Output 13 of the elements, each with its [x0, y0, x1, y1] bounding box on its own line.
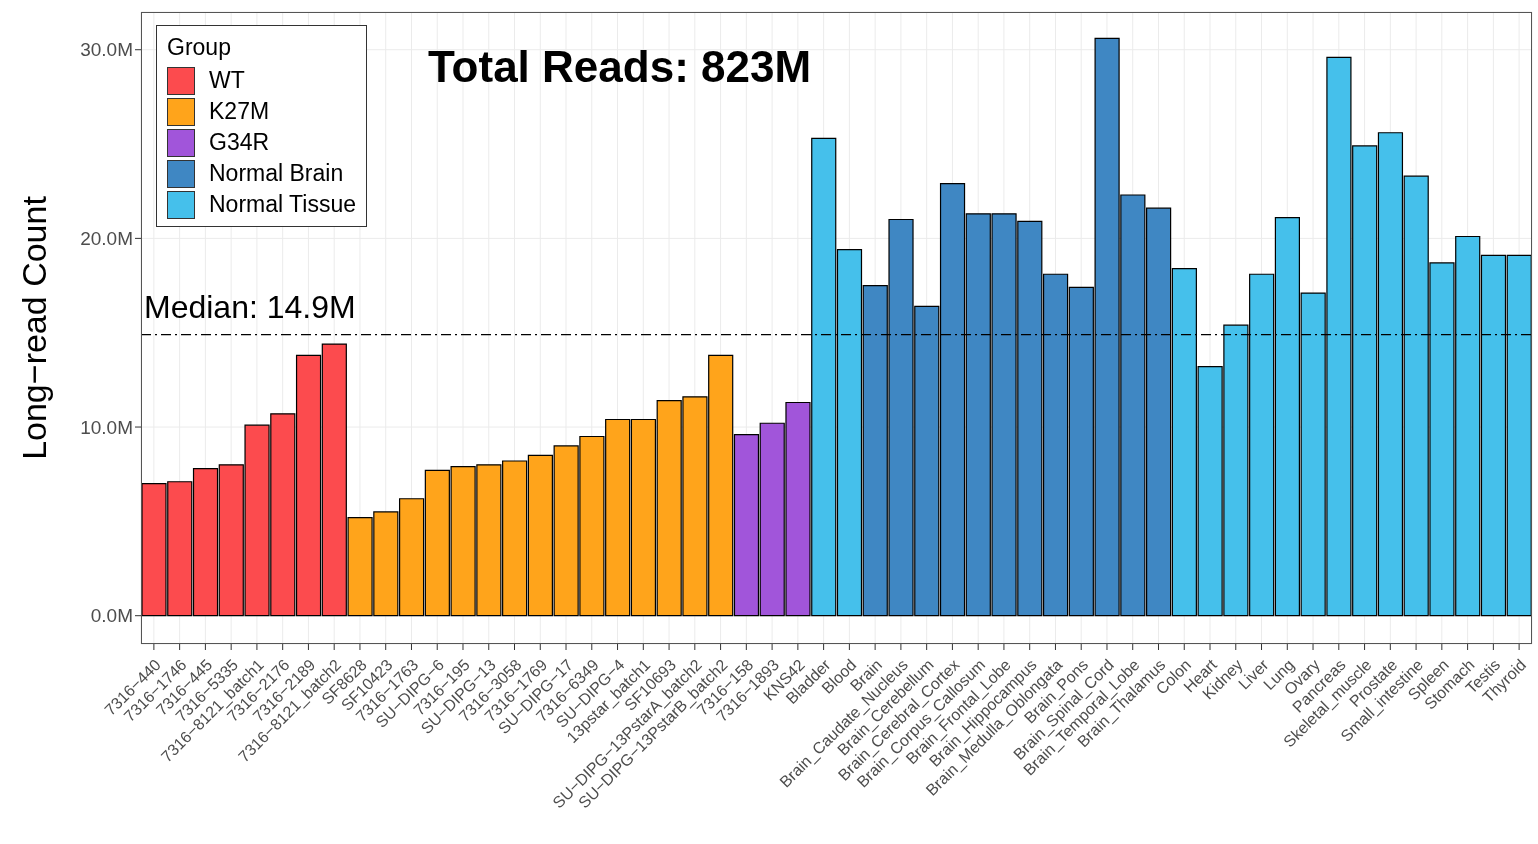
y-tick-label: 0.0M	[90, 605, 133, 627]
y-tick-label: 10.0M	[80, 416, 133, 438]
legend-title: Group	[167, 34, 232, 61]
legend-label: Normal Tissue	[209, 191, 356, 218]
legend-label: G34R	[209, 129, 270, 156]
y-tick-label: 20.0M	[80, 228, 133, 250]
legend-label: K27M	[209, 98, 270, 125]
legend-label: WT	[209, 67, 245, 94]
ref-line-label: Median: 14.9M	[144, 289, 356, 326]
annotation: Total Reads: 823M	[428, 42, 812, 92]
y-tick-label: 30.0M	[80, 39, 133, 61]
legend-label: Normal Brain	[209, 160, 344, 187]
y-axis-title: Long−read Count	[14, 195, 54, 462]
